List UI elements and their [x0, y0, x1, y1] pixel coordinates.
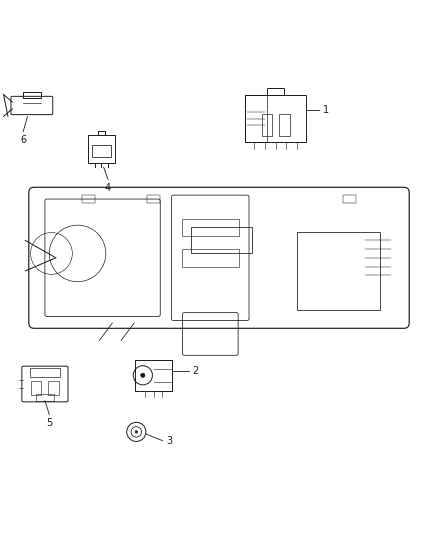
Bar — [297, 232, 380, 310]
Bar — [191, 228, 252, 254]
Bar — [182, 249, 239, 266]
Text: 1: 1 — [322, 105, 328, 115]
Text: 4: 4 — [105, 183, 111, 193]
Bar — [135, 360, 172, 391]
Bar — [88, 135, 116, 163]
Bar — [267, 88, 284, 94]
Bar — [245, 94, 267, 142]
Bar — [147, 195, 160, 204]
Text: 5: 5 — [46, 418, 53, 428]
Bar — [279, 114, 290, 136]
Bar — [23, 92, 41, 98]
Text: 3: 3 — [166, 437, 172, 447]
Bar — [182, 219, 239, 236]
Bar — [261, 114, 272, 136]
Bar — [82, 195, 95, 204]
Bar — [245, 94, 306, 142]
Bar — [48, 381, 59, 395]
Circle shape — [135, 431, 138, 433]
Text: 2: 2 — [192, 366, 198, 376]
Bar — [92, 144, 111, 157]
Bar — [36, 394, 53, 400]
Text: 6: 6 — [20, 135, 26, 145]
Circle shape — [141, 373, 145, 377]
Bar — [31, 381, 42, 395]
Bar — [343, 195, 356, 204]
Bar — [30, 368, 60, 377]
